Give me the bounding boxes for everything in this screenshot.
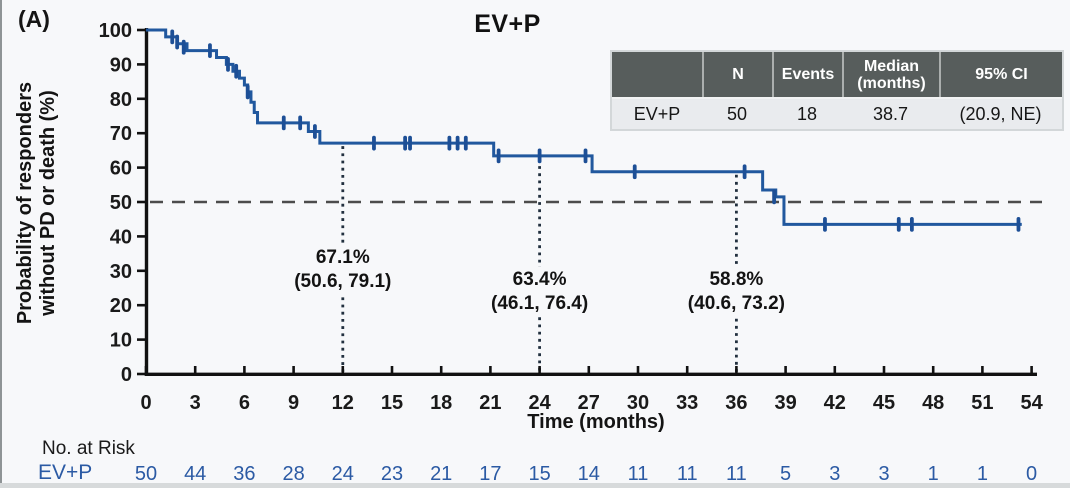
y-tick-label: 10 bbox=[110, 330, 132, 352]
y-tick-label: 50 bbox=[110, 192, 132, 214]
number-at-risk-value: 36 bbox=[233, 463, 255, 485]
y-tick-label: 90 bbox=[110, 54, 132, 76]
milestone-rate: 58.8% bbox=[709, 269, 764, 290]
figure-left-edge bbox=[0, 0, 2, 486]
x-tick-label: 24 bbox=[528, 392, 551, 414]
x-tick-label: 9 bbox=[288, 392, 299, 414]
milestone-ci: (50.6, 79.1) bbox=[294, 271, 392, 292]
milestone-rate: 63.4% bbox=[512, 269, 567, 290]
panel-label: (A) bbox=[18, 6, 50, 32]
summary-table-data-row: EV+P 50 18 38.7 (20.9, NE) bbox=[612, 99, 1062, 129]
y-tick-label: 40 bbox=[110, 226, 132, 248]
x-tick-label: 15 bbox=[381, 392, 403, 414]
milestone-annotation-36mo: 58.8% (40.6, 73.2) bbox=[682, 267, 790, 317]
x-tick-label: 3 bbox=[190, 392, 201, 414]
x-tick-label: 18 bbox=[430, 392, 452, 414]
number-at-risk-value: 28 bbox=[282, 463, 304, 485]
milestone-rate: 67.1% bbox=[315, 247, 370, 268]
summary-statistics-table: N Events Median (months) 95% CI EV+P 50 18 38.… bbox=[610, 50, 1064, 131]
summary-table-header-cell: N bbox=[702, 52, 772, 97]
y-axis-label: Probability of responders without PD or … bbox=[14, 81, 59, 325]
number-at-risk-value: 50 bbox=[135, 463, 157, 485]
x-tick-label: 30 bbox=[627, 392, 649, 414]
milestone-annotation-24mo: 63.4% (46.1, 76.4) bbox=[486, 267, 594, 317]
x-tick-label: 48 bbox=[922, 392, 944, 414]
summary-table-header-cell bbox=[612, 52, 702, 97]
number-at-risk-value: 11 bbox=[726, 463, 747, 485]
x-tick-label: 33 bbox=[676, 392, 698, 414]
summary-table-header-cell: 95% CI bbox=[939, 52, 1062, 97]
y-tick-label: 80 bbox=[110, 89, 132, 111]
number-at-risk-value: 15 bbox=[528, 463, 550, 485]
number-at-risk-value: 11 bbox=[677, 463, 698, 485]
number-at-risk-value: 3 bbox=[878, 463, 889, 485]
km-curve-evp bbox=[146, 28, 1022, 226]
x-tick-label: 51 bbox=[971, 392, 993, 414]
y-tick-label: 70 bbox=[110, 123, 132, 145]
x-tick-label: 12 bbox=[332, 392, 354, 414]
number-at-risk-row-label: EV+P bbox=[38, 461, 93, 484]
summary-table-data-cell: EV+P bbox=[633, 103, 681, 124]
summary-table-header-row: N Events Median (months) 95% CI bbox=[612, 52, 1062, 99]
x-tick-label: 54 bbox=[1020, 392, 1043, 414]
number-at-risk-caption: No. at Risk bbox=[42, 438, 135, 459]
number-at-risk-value: 17 bbox=[479, 463, 501, 485]
y-tick-label: 20 bbox=[110, 295, 132, 317]
number-at-risk-value: 44 bbox=[184, 463, 206, 485]
number-at-risk-value: 23 bbox=[381, 463, 403, 485]
number-at-risk-value: 1 bbox=[928, 463, 939, 485]
x-tick-label: 6 bbox=[239, 392, 250, 414]
milestone-ci: (46.1, 76.4) bbox=[491, 293, 589, 314]
number-at-risk-value: 0 bbox=[1026, 463, 1037, 485]
x-axis-label: Time (months) bbox=[527, 411, 665, 433]
number-at-risk-value: 21 bbox=[430, 463, 452, 485]
number-at-risk-value: 11 bbox=[628, 463, 649, 485]
summary-table-header-cell: Median (months) bbox=[842, 52, 939, 97]
x-tick-label: 27 bbox=[578, 392, 600, 414]
x-tick-label: 0 bbox=[140, 392, 151, 414]
x-tick-label: 39 bbox=[774, 392, 796, 414]
number-at-risk-value: 5 bbox=[780, 463, 791, 485]
x-tick-label: 42 bbox=[824, 392, 846, 414]
figure-bottom-edge bbox=[0, 483, 1070, 488]
milestone-annotation-12mo: 67.1% (50.6, 79.1) bbox=[289, 245, 397, 295]
number-at-risk-value: 24 bbox=[332, 463, 354, 485]
number-at-risk-value: 1 bbox=[977, 463, 988, 485]
x-tick-label: 36 bbox=[725, 392, 747, 414]
chart-title: EV+P bbox=[474, 10, 541, 38]
summary-table-header-cell: Events bbox=[772, 52, 842, 97]
number-at-risk-value: 14 bbox=[578, 463, 600, 485]
milestone-ci: (40.6, 73.2) bbox=[687, 293, 785, 314]
x-tick-label: 45 bbox=[873, 392, 895, 414]
summary-table-data-cell: 38.7 bbox=[872, 103, 909, 124]
summary-table-data-cell: 18 bbox=[796, 103, 818, 124]
x-tick-label: 21 bbox=[479, 392, 501, 414]
y-tick-label: 100 bbox=[99, 20, 132, 42]
y-tick-label: 60 bbox=[110, 158, 132, 180]
y-tick-label: 30 bbox=[110, 261, 132, 283]
number-at-risk-value: 3 bbox=[829, 463, 840, 485]
y-tick-label: 0 bbox=[121, 364, 132, 386]
summary-table-data-cell: (20.9, NE) bbox=[959, 103, 1042, 124]
summary-table-data-cell: 50 bbox=[726, 103, 748, 124]
